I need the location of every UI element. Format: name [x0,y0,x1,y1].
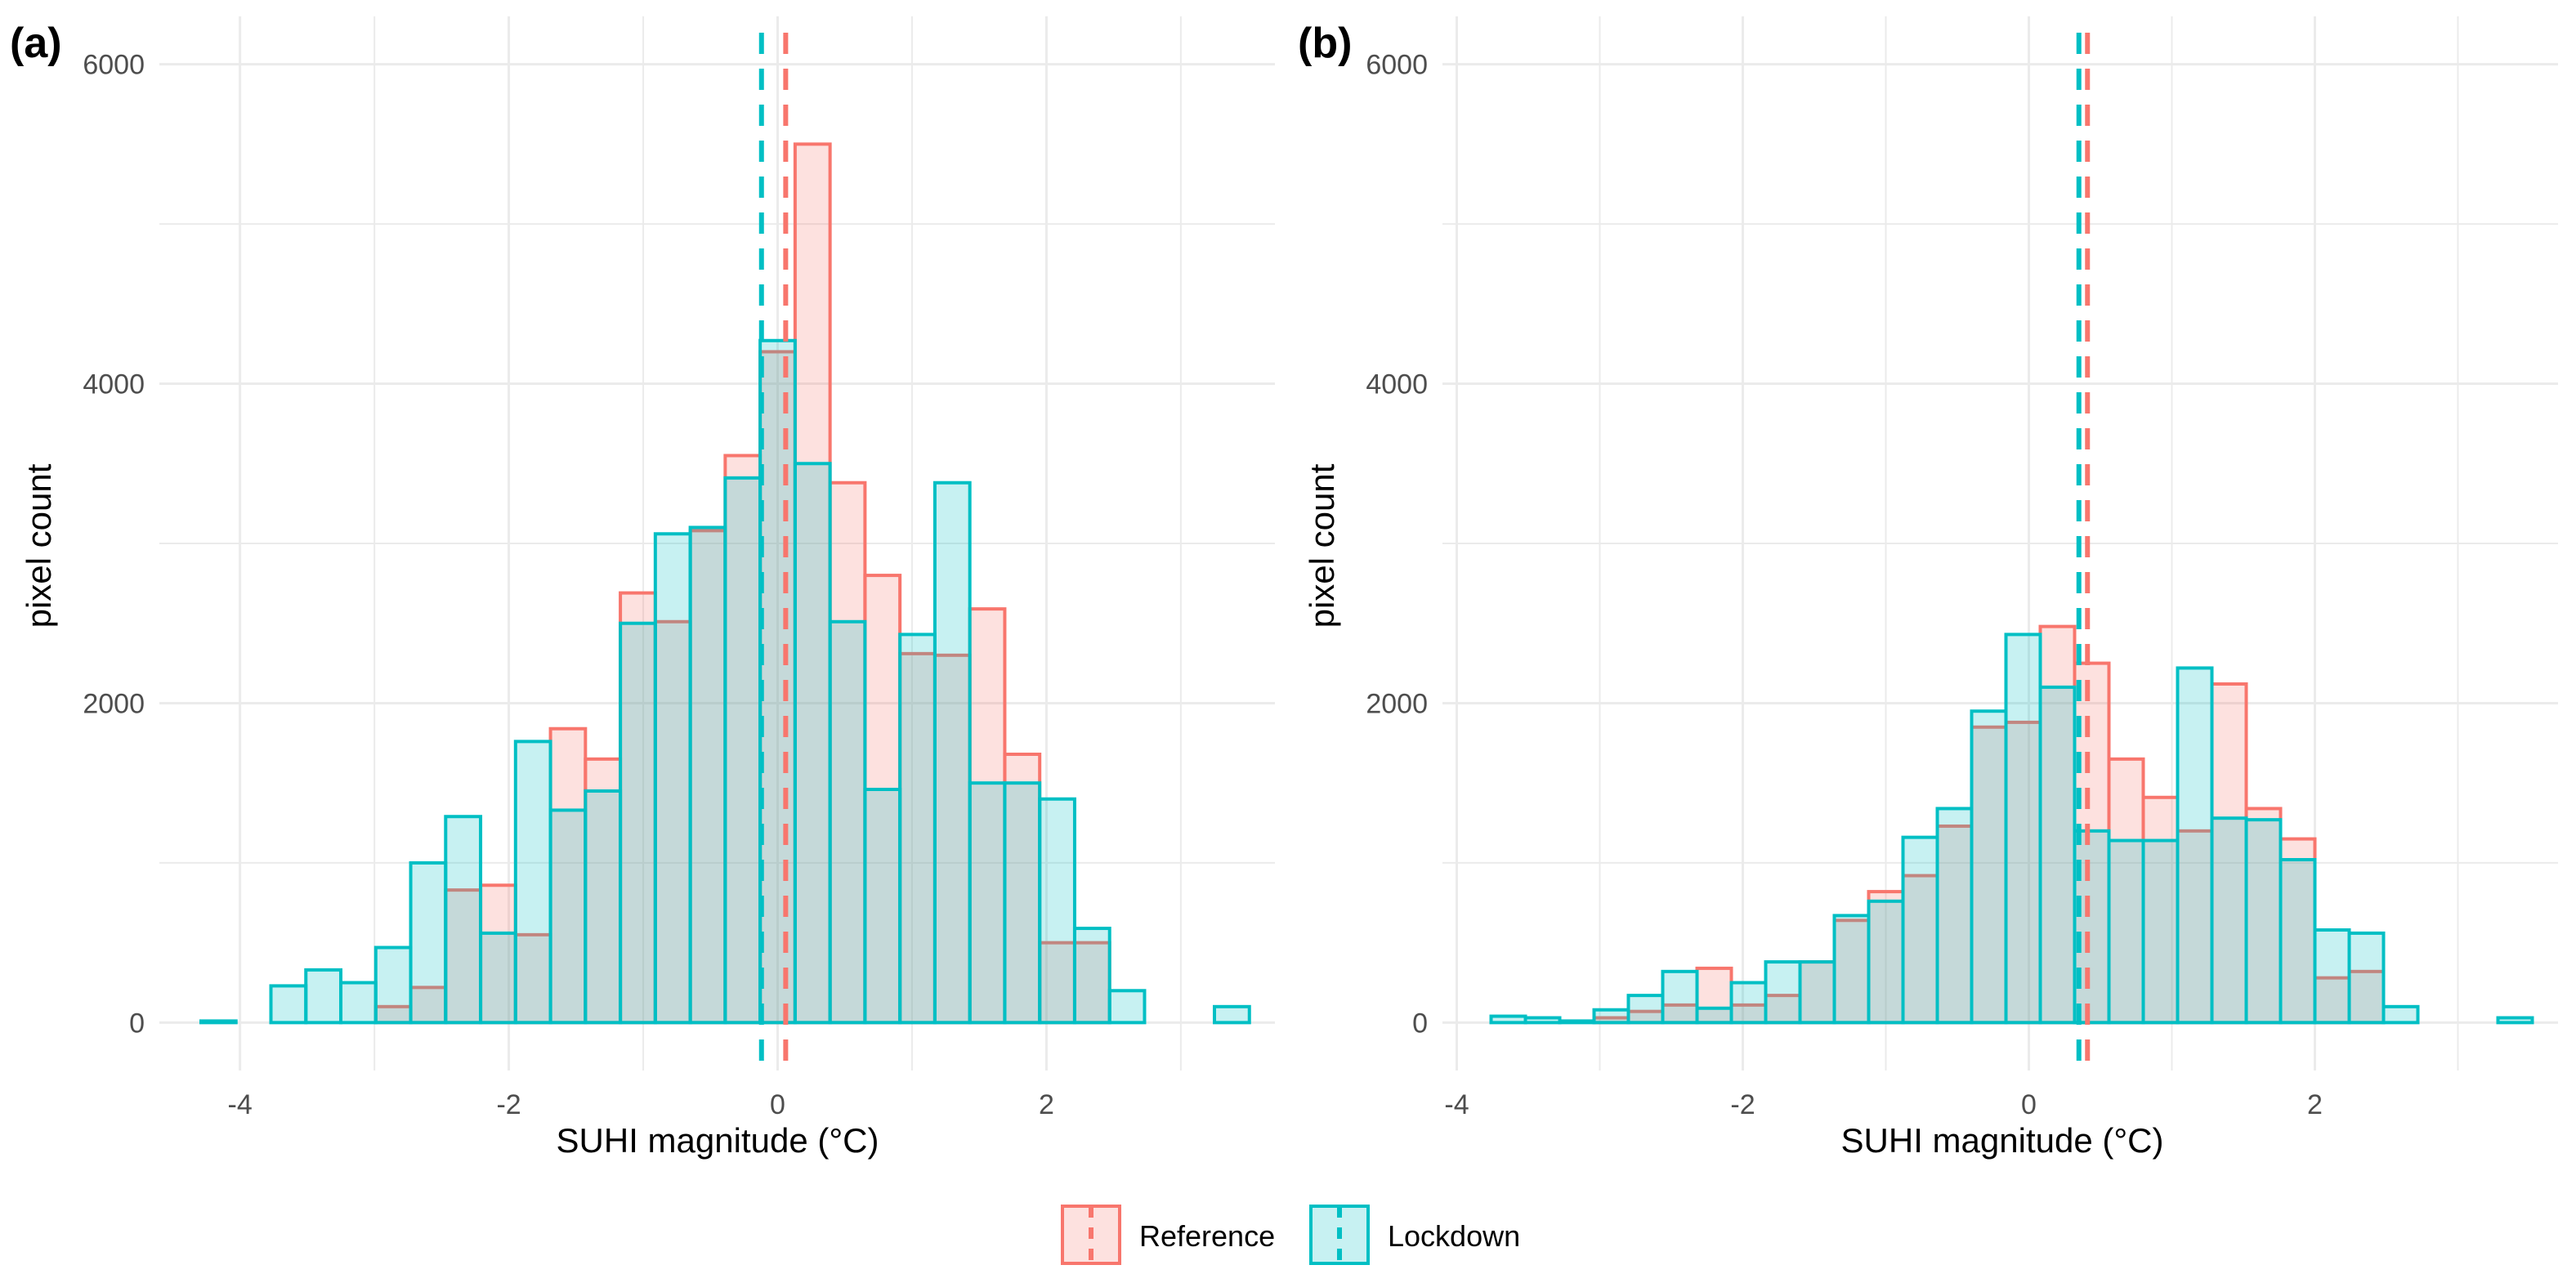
bar-reference [2244,807,2283,1025]
bar-lockdown [1798,960,1836,1025]
bar-lockdown [1072,927,1111,1025]
y-tick-label: 4000 [1366,369,1428,400]
bar-lockdown [968,781,1007,1025]
bar-lockdown [723,476,763,1025]
bar-lockdown [2496,1016,2534,1025]
y-tick-label: 2000 [83,688,145,719]
bar-lockdown [2210,816,2248,1025]
panel-a-grid [159,16,1275,1071]
bar-lockdown [373,945,413,1025]
bar-lockdown [1901,835,1939,1025]
bar-lockdown [1626,994,1665,1025]
panel-b: (b) 0 2000 4000 6000 -4 -2 0 2 SUHI magnitude (… [1298,16,2558,1160]
bar-lockdown [898,633,937,1025]
panel-a-label: (a) [10,20,62,67]
panel-b-lockdown-bars [1489,633,2534,1025]
bar-lockdown [2176,666,2214,1025]
bar-lockdown [1935,807,1974,1025]
y-tick-label: 0 [1412,1008,1428,1039]
bar-lockdown [1832,914,1871,1025]
x-tick-label: -2 [1730,1089,1755,1120]
bar-lockdown [1003,781,1042,1025]
x-tick-label: 0 [770,1089,785,1120]
x-tick-label: 2 [1039,1089,1054,1120]
y-tick-label: 2000 [1366,688,1428,719]
bar-lockdown [339,981,378,1025]
bar-lockdown [1107,989,1147,1025]
bar-lockdown [409,861,448,1025]
y-tick-label: 0 [129,1008,145,1039]
bar-lockdown [932,481,972,1025]
panel-a-tick-labels: 0 2000 4000 6000 -4 -2 0 2 [83,50,1054,1120]
bar-lockdown [1970,709,2008,1025]
x-tick-label: -4 [228,1089,253,1120]
y-tick-label: 6000 [83,50,145,81]
panel-b-y-axis-title: pixel count [1303,463,1341,628]
panel-b-reference-bars [1592,624,2386,1025]
bar-lockdown [1038,797,1076,1025]
bar-lockdown [1661,969,1699,1025]
bar-reference [444,888,483,1025]
bar-lockdown [2313,928,2351,1025]
x-tick-label: -4 [1444,1089,1469,1120]
bar-lockdown [304,968,343,1025]
bar-lockdown [2004,633,2042,1025]
bar-lockdown [2038,685,2077,1025]
bar-reference [513,932,552,1025]
panel-b-x-axis-title: SUHI magnitude (°C) [1841,1121,2164,1160]
bar-lockdown [653,532,692,1025]
bar-lockdown [2107,838,2145,1025]
bar-lockdown [863,788,902,1025]
legend: Reference Lockdown [1061,1205,1520,1265]
bar-lockdown [2141,838,2180,1025]
bar-reference [932,653,972,1025]
bar-lockdown [2279,858,2317,1025]
panel-a-reference-bars [373,142,1111,1025]
legend-item-reference: Reference [1061,1205,1275,1265]
bar-lockdown [548,808,588,1025]
bar-lockdown [584,789,623,1025]
bar-lockdown [793,462,832,1025]
legend-label-lockdown: Lockdown [1388,1219,1520,1253]
bar-lockdown [1523,1016,1562,1025]
bar-lockdown [269,984,308,1025]
bar-lockdown [1867,899,1905,1025]
panel-a: (a) 0 2000 4000 6000 -4 -2 0 2 SUHI magnitude (… [10,16,1275,1160]
x-tick-label: 0 [2021,1089,2037,1120]
x-tick-label: -2 [496,1089,521,1120]
bar-lockdown [444,815,483,1025]
bar-lockdown [199,1019,238,1025]
bar-lockdown [2381,1004,2420,1025]
bar-lockdown [1592,1008,1630,1025]
bar-lockdown [1212,1004,1251,1025]
bar-lockdown [479,931,517,1025]
bar-lockdown [619,621,657,1025]
bar-lockdown [1764,960,1802,1025]
bar-lockdown [2347,931,2386,1025]
bar-lockdown [1489,1014,1527,1025]
panel-a-lockdown-bars [199,338,1251,1025]
panel-a-x-axis-title: SUHI magnitude (°C) [557,1121,879,1160]
bar-lockdown [1558,1019,1596,1025]
bar-lockdown [1695,1006,1733,1025]
panel-b-tick-labels: 0 2000 4000 6000 -4 -2 0 2 [1366,50,2323,1120]
legend-item-lockdown: Lockdown [1309,1205,1520,1265]
x-tick-label: 2 [2307,1089,2323,1120]
bar-reference [2347,969,2386,1025]
bar-lockdown [828,619,867,1025]
panel-b-mean-lines [2076,33,2091,1071]
panel-a-y-axis-title: pixel count [20,463,58,628]
y-tick-label: 6000 [1366,50,1428,81]
legend-label-reference: Reference [1139,1219,1275,1253]
bar-lockdown [2244,818,2283,1025]
bar-reference [653,619,692,1025]
bar-lockdown [758,338,797,1025]
bar-lockdown [688,525,727,1025]
bar-lockdown [513,740,552,1025]
bar-lockdown [1729,981,1768,1025]
panel-b-label: (b) [1298,20,1352,67]
y-tick-label: 4000 [83,369,145,400]
panel-a-mean-lines [758,33,789,1071]
